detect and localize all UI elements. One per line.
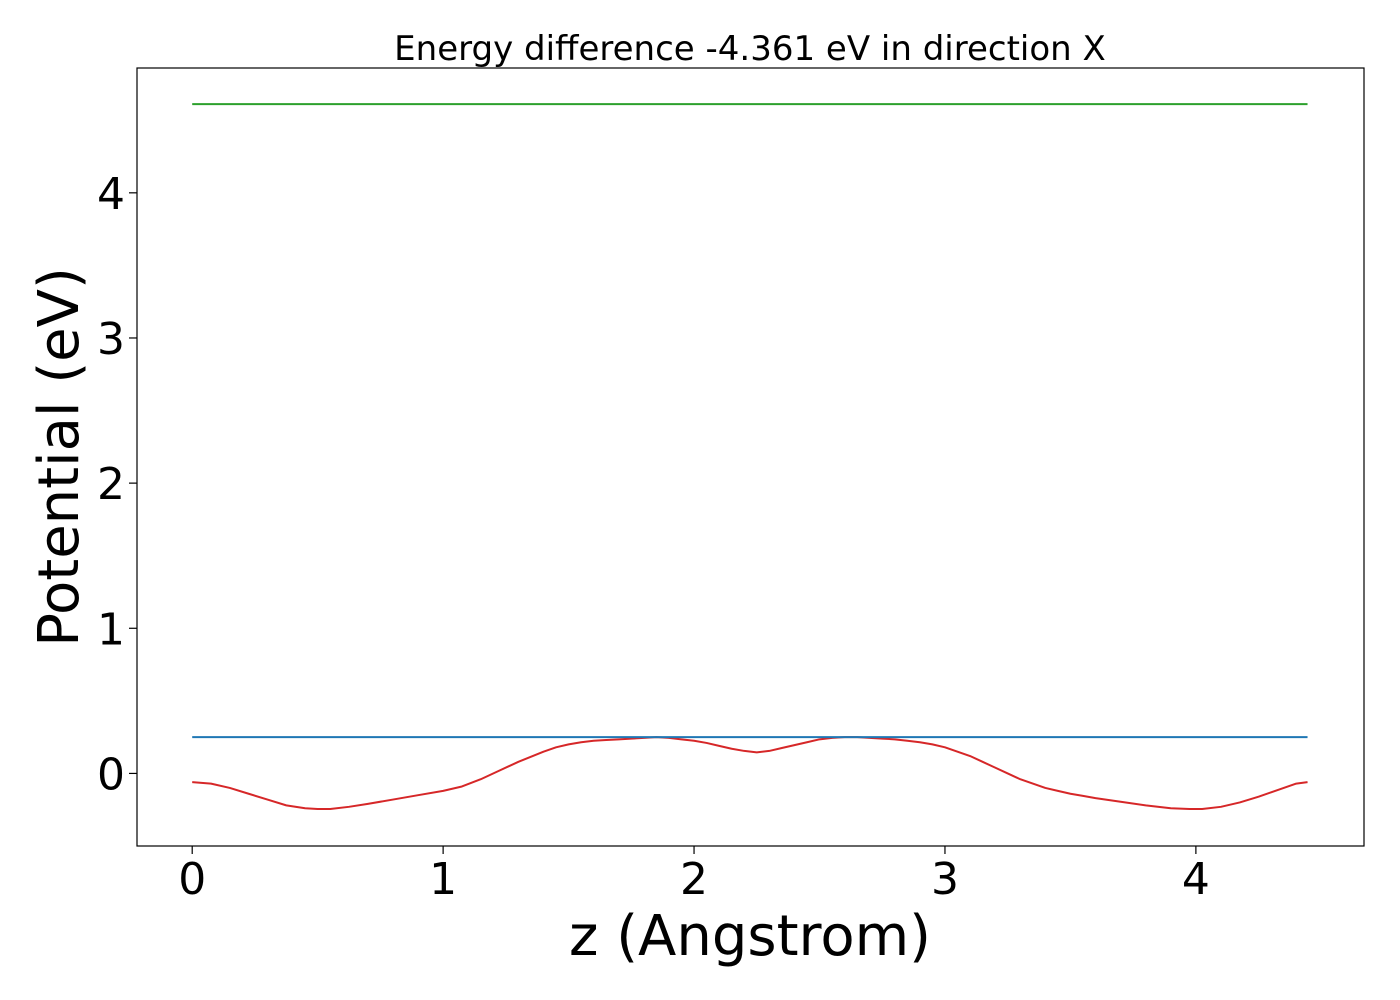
x-tick-label: 3 [931, 854, 959, 905]
x-tick-label: 0 [178, 854, 206, 905]
x-tick-label: 1 [429, 854, 457, 905]
y-tick-label: 1 [97, 604, 125, 655]
x-tick-label: 4 [1182, 854, 1210, 905]
x-axis-label: z (Angstrom) [569, 904, 931, 969]
y-axis: 0 1 2 3 4 [97, 169, 137, 800]
plot-frame [136, 67, 1365, 847]
x-axis: 0 1 2 3 4 [178, 846, 1210, 905]
y-axis-label: Potential (eV) [27, 267, 92, 647]
y-tick-label: 4 [97, 169, 125, 220]
plot-area [192, 103, 1308, 810]
y-tick-label: 2 [97, 459, 125, 510]
x-tick-label: 2 [680, 854, 708, 905]
y-tick-label: 3 [97, 314, 125, 365]
chart-title: Energy difference -4.361 eV in direction… [394, 29, 1106, 69]
y-tick-label: 0 [97, 749, 125, 800]
series-line-0 [192, 736, 1308, 810]
